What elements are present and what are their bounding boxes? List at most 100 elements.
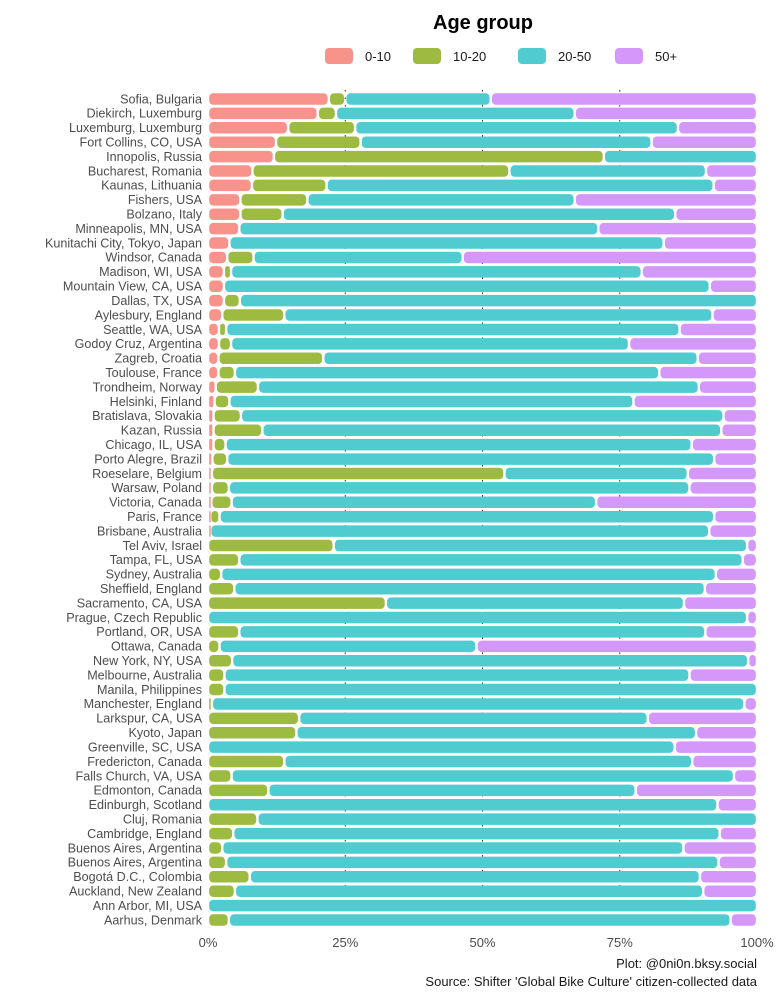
category-label: Sydney, Australia — [106, 568, 202, 582]
category-label: Fort Collins, CO, USA — [80, 136, 203, 150]
bar-segment-20-50 — [263, 424, 721, 437]
bar-segment-10-20 — [209, 755, 284, 768]
category-label: Aylesbury, England — [95, 308, 202, 322]
legend-label: 10-20 — [453, 49, 486, 64]
bar-segment-10-20 — [220, 338, 230, 350]
category-label: Helsinki, Finland — [110, 395, 202, 409]
bar-segment-0-10 — [209, 280, 223, 292]
bar-segment-20-50 — [283, 208, 674, 220]
category-label: Portland, OR, USA — [96, 625, 202, 639]
bar-segment-10-20 — [213, 453, 227, 465]
bar-segment-0-10 — [209, 338, 218, 350]
bar-segment-0-10 — [209, 309, 222, 321]
bar-segment-10-20 — [209, 784, 268, 797]
bar-segment-50+ — [714, 179, 756, 192]
category-label: Tel Aviv, Israel — [123, 539, 202, 553]
bar-segment-20-50 — [232, 770, 733, 782]
bar-segment-0-10 — [209, 266, 223, 278]
bar-segment-10-20 — [209, 813, 257, 825]
bar-segment-20-50 — [227, 856, 718, 869]
category-label: Melbourne, Australia — [87, 668, 202, 682]
bar-segment-50+ — [706, 626, 756, 638]
x-tick-label: 50% — [469, 935, 495, 950]
bar-segment-50+ — [597, 496, 756, 509]
bar-segment-20-50 — [232, 266, 641, 278]
category-label: Porto Alegre, Brazil — [94, 452, 202, 466]
bar-segment-50+ — [748, 611, 756, 624]
category-label: Sacramento, CA, USA — [77, 596, 203, 610]
bar-segment-50+ — [690, 669, 756, 681]
x-tick-label: 25% — [332, 935, 358, 950]
bar-segment-0-10 — [209, 366, 218, 379]
x-tick-label: 0% — [199, 935, 218, 950]
bar-segment-10-20 — [214, 438, 225, 451]
bar-segment-50+ — [575, 107, 756, 120]
bar-segment-20-50 — [209, 611, 746, 624]
category-label: Mountain View, CA, USA — [63, 280, 203, 294]
bar-segment-10-20 — [209, 554, 239, 566]
bar-segment-10-20 — [215, 395, 229, 408]
bar-segment-50+ — [701, 871, 756, 883]
category-label: Diekirch, Luxemburg — [87, 107, 203, 121]
bars — [209, 93, 756, 926]
bar-segment-10-20 — [211, 510, 219, 523]
bar-segment-20-50 — [220, 510, 713, 523]
bar-segment-50+ — [636, 784, 756, 797]
legend: 0-10 10-20 20-50 50+ — [325, 48, 677, 64]
bar-segment-50+ — [675, 741, 756, 753]
bar-segment-0-10 — [209, 122, 287, 134]
category-label: Cluj, Romania — [123, 812, 202, 826]
bar-segment-20-50 — [235, 582, 704, 595]
bar-segment-50+ — [630, 338, 756, 350]
bar-segment-10-20 — [253, 165, 509, 177]
legend-swatch-0-10 — [325, 48, 353, 64]
category-label: Fredericton, Canada — [87, 755, 202, 769]
bar-segment-0-10 — [209, 424, 213, 437]
category-label: Tampa, FL, USA — [110, 553, 203, 567]
category-label: Kyoto, Japan — [128, 726, 202, 740]
category-label: Manila, Philippines — [97, 683, 202, 697]
bar-segment-20-50 — [236, 885, 702, 897]
bar-segment-10-20 — [209, 568, 220, 581]
bar-segment-10-20 — [228, 251, 253, 264]
bar-segment-50+ — [679, 122, 756, 134]
bar-segment-0-10 — [209, 165, 252, 177]
bar-segment-10-20 — [209, 539, 333, 552]
category-label: Dallas, TX, USA — [111, 294, 202, 308]
category-label: Auckland, New Zealand — [69, 884, 202, 898]
bar-segment-20-50 — [605, 150, 756, 163]
bar-segment-20-50 — [230, 914, 730, 926]
bar-segment-10-20 — [241, 208, 282, 220]
bar-segment-50+ — [660, 366, 756, 379]
bar-segment-10-20 — [209, 669, 224, 681]
category-label: Bogotá D.C., Colombia — [73, 870, 202, 884]
category-label: Buenos Aires, Argentina — [68, 841, 202, 855]
bar-segment-50+ — [463, 251, 756, 264]
category-label: Windsor, Canada — [105, 251, 202, 265]
bar-segment-50+ — [689, 467, 756, 480]
bar-segment-0-10 — [209, 352, 218, 365]
bar-segment-50+ — [719, 856, 756, 869]
bar-segment-20-50 — [223, 842, 683, 854]
category-label: Trondheim, Norway — [93, 380, 203, 394]
category-label: Toulouse, France — [105, 366, 202, 380]
category-label: Kaunas, Lithuania — [101, 179, 202, 193]
category-label: Kunitachi City, Tokyo, Japan — [45, 236, 202, 250]
bar-segment-20-50 — [324, 352, 697, 365]
bar-segment-20-50 — [227, 323, 679, 336]
bar-segment-0-10 — [209, 395, 214, 408]
bar-segment-10-20 — [209, 842, 222, 854]
bar-segment-50+ — [707, 165, 756, 177]
bar-segment-10-20 — [219, 366, 234, 379]
bar-segment-10-20 — [219, 352, 323, 365]
bar-segment-20-50 — [240, 554, 742, 566]
bar-segment-0-10 — [209, 222, 239, 235]
bar-segment-0-10 — [209, 251, 227, 264]
category-label: Kazan, Russia — [121, 424, 202, 438]
bar-segment-50+ — [697, 727, 756, 739]
bar-segment-20-50 — [230, 395, 633, 408]
bar-segment-10-20 — [209, 856, 225, 869]
bar-segment-10-20 — [225, 266, 230, 278]
bar-segment-20-50 — [232, 338, 628, 350]
